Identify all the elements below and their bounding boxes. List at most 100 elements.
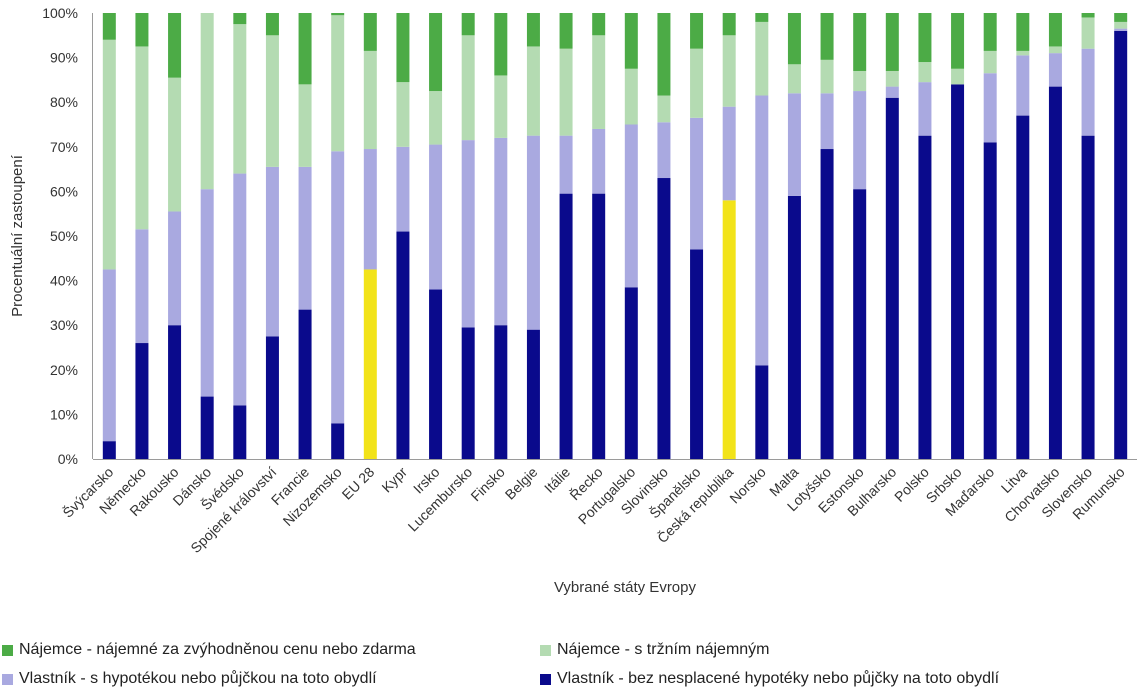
x-tick-label: Kypr [378,464,410,496]
y-tick-label: 0% [58,451,78,467]
x-tick-label: EU 28 [339,464,378,503]
bar-segment [820,13,834,60]
y-tick-label: 60% [50,183,78,199]
bar-segment [331,13,345,16]
bar-segment [951,13,965,69]
bar-segment [135,46,149,230]
bar-segment [722,200,736,459]
bar-segment [755,365,769,459]
x-axis-title: Vybrané státy Evropy [554,579,697,596]
bar-segment [1114,13,1128,22]
bar-segment [461,140,475,328]
bar-segment [755,21,769,96]
bar-segment [396,146,410,232]
bar-segment [233,24,247,174]
bar-segment [168,77,182,212]
bar-segment [265,166,279,337]
bar-segment [429,289,443,459]
bar-segment [526,329,540,459]
bar-segment [983,13,997,51]
bar-segment [559,13,573,49]
bar-segment [592,35,606,129]
bar-segment [102,13,116,40]
bar-segment [559,135,573,194]
x-tick-label: Belgie [502,464,541,503]
x-tick-label: Finsko [467,464,508,505]
y-axis-title: Procentuální zastoupení [9,154,26,317]
bar-segment [135,343,149,459]
bar-segment [657,178,671,459]
bar-segment [787,13,801,65]
bar-segment [494,13,508,76]
stacked-bar-chart: 0% 10% 20% 30% 40% 50% 60% 70% 80% 90% 100% Procent… [9,5,1137,596]
y-tick-label: 80% [50,94,78,110]
bar-segment [526,135,540,330]
bar-segment [787,195,801,460]
bar-segment [559,48,573,136]
y-tick-label: 50% [50,228,78,244]
bar-segment [200,13,214,190]
legend-item-owner-outright: Vlastník - bez nesplacené hypotéky nebo … [540,670,999,688]
bar-segment [885,70,899,87]
bar-segment [1114,28,1128,31]
bar-segment [853,70,867,92]
legend-label-subsidized-tenant: Nájemce - nájemné za zvýhodněnou cenu ne… [19,641,416,658]
bar-segment [461,13,475,36]
bar-segment [787,93,801,196]
bar-segment [918,82,932,136]
bar-segment [102,39,116,270]
legend-label-owner-mortgage: Vlastník - s hypotékou nebo půjčkou na t… [19,670,377,687]
bar-segment [1081,13,1095,18]
bar-segment [102,269,116,442]
bar-segment [624,68,638,125]
bar-segment [363,269,377,459]
y-tick-label: 100% [42,5,78,21]
bar-segment [1048,86,1062,459]
bar-segment [429,13,443,92]
bar-segment [1016,115,1030,459]
legend-swatch-subsidized-tenant [2,644,13,656]
bar-segment [168,211,182,326]
bar-segment [918,13,932,63]
bar-segment [102,441,116,459]
bar-segment [494,325,508,459]
legend-item-subsidized-tenant: Nájemce - nájemné za zvýhodněnou cenu ne… [2,641,416,659]
bar-segment [755,95,769,366]
bar-segment [1048,53,1062,87]
bar-segment [690,48,704,118]
x-tick-label: Norsko [726,464,769,507]
bar-segment [918,135,932,459]
bar-segment [983,73,997,143]
bar-segment [657,122,671,179]
bar-segment [363,50,377,150]
bar-segment [885,86,899,98]
bar-segment [722,106,736,201]
bar-segment [853,189,867,460]
bar-segment [1048,46,1062,54]
y-tick-label: 40% [50,273,78,289]
bar-segment [265,336,279,459]
bar-segment [853,91,867,190]
bar-segment [494,75,508,138]
legend-label-market-tenant: Nájemce - s tržním nájemným [557,641,770,658]
bar-segment [265,13,279,36]
bar-segment [592,128,606,194]
bar-segment [853,13,867,71]
bar-segment [331,151,345,424]
bar-segment [1114,21,1128,29]
bar-segment [363,13,377,51]
bar-segment [298,309,312,459]
bar-segment [559,193,573,459]
bar-segment [298,13,312,85]
bar-segment [624,124,638,288]
legend-label-owner-outright: Vlastník - bez nesplacené hypotéky nebo … [557,670,1000,687]
bar-segment [331,423,345,459]
bar-segment [233,173,247,406]
bar-segment [1081,135,1095,459]
bar-segment [461,35,475,141]
bar-segment [298,166,312,310]
bar-segment [657,95,671,123]
bar-segment [690,117,704,250]
bar-segment [135,13,149,47]
y-tick-label: 20% [50,362,78,378]
